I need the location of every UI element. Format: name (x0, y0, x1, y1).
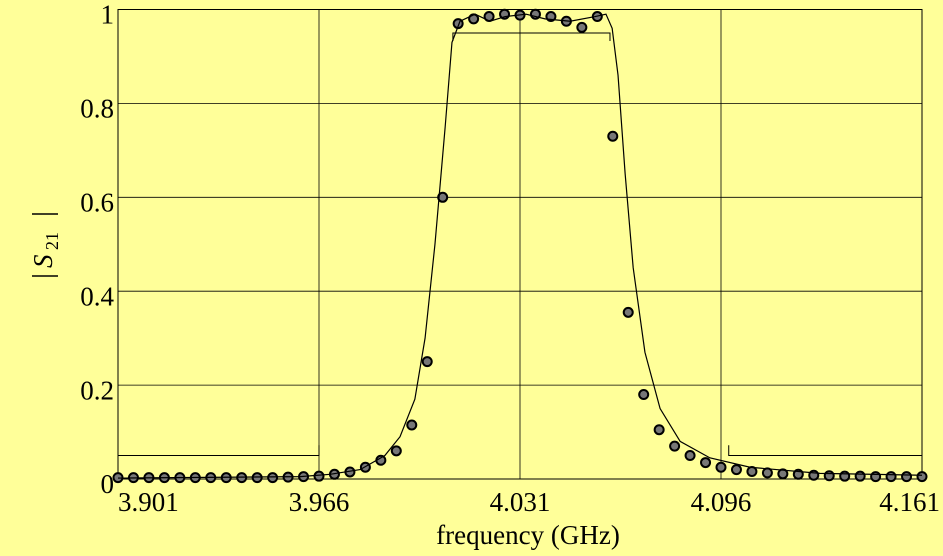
data-point (916, 471, 928, 483)
data-point (576, 21, 588, 33)
y-tick-label: 1 (101, 0, 115, 30)
data-point (669, 440, 681, 452)
y-axis-label: S 21 (28, 213, 62, 277)
data-point (267, 472, 279, 484)
y-label-symbol: S (28, 254, 58, 268)
spec-line (452, 32, 611, 41)
data-point (854, 470, 866, 482)
data-point (746, 465, 758, 477)
data-point (823, 470, 835, 482)
x-axis-label: frequency (GHz) (436, 520, 620, 550)
y-tick-label: 0.4 (80, 281, 114, 311)
y-tick-label: 0.6 (80, 188, 114, 218)
data-point (607, 130, 619, 142)
data-point (730, 464, 742, 476)
x-tick-label: 3.901 (118, 487, 179, 517)
y-tick-label: 0.8 (80, 94, 114, 124)
data-point (421, 356, 433, 368)
data-point (437, 191, 449, 203)
data-point (684, 450, 696, 462)
y-label-subscript: 21 (42, 232, 62, 250)
data-point (761, 467, 773, 479)
x-tick-label: 3.966 (289, 487, 350, 517)
data-point (901, 471, 913, 483)
y-tick-label: 0 (101, 469, 115, 499)
data-point (406, 419, 418, 431)
data-point (885, 471, 897, 483)
x-tick-label: 4.161 (879, 487, 940, 517)
data-point (715, 461, 727, 473)
data-point (390, 445, 402, 457)
data-point (313, 470, 325, 482)
data-point (638, 388, 650, 400)
data-line (117, 13, 923, 479)
x-tick-label: 4.096 (691, 487, 752, 517)
data-point (622, 306, 634, 318)
data-point (653, 424, 665, 436)
data-point (870, 471, 882, 483)
y-tick-label: 0.2 (80, 375, 114, 405)
data-point (777, 468, 789, 480)
data-point (839, 470, 851, 482)
spec-line (118, 445, 320, 457)
spec-line (728, 445, 922, 457)
data-point (700, 457, 712, 469)
plot-frame (117, 9, 923, 480)
x-tick-label: 4.031 (490, 487, 551, 517)
